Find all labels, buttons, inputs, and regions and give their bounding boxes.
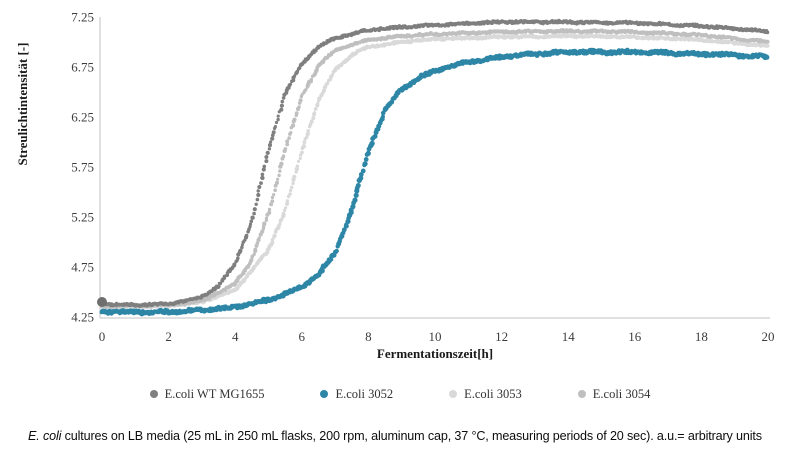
legend-label: E.coli 3054: [592, 386, 651, 401]
legend-item-e-coli-wt-mg1655: E.coli WT MG1655: [149, 386, 265, 402]
x-tick-label: 18: [695, 329, 708, 344]
legend-marker-icon: [449, 390, 458, 398]
legend-item-e-coli-3054: E.coli 3054: [577, 386, 651, 402]
x-tick-label: 14: [562, 329, 576, 344]
x-tick-label: 0: [99, 329, 106, 344]
legend-item-e-coli-3052: E.coli 3052: [320, 387, 393, 402]
chart-canvas: 4.25 4.75 5.25 5.75 6.25 6.75 7.25 0 2 4 6 8 10 12 14 1…: [15, 10, 775, 362]
figure-caption: E. coli cultures on LB media (25 mL in 2…: [28, 429, 794, 443]
x-tick-label: 8: [365, 329, 372, 344]
x-tick-label: 10: [429, 329, 442, 344]
series-e-coli-3052: [99, 47, 770, 317]
chart-legend: E.coli WT MG1655 E.coli 3052 E.coli 3053 E.…: [0, 383, 800, 405]
y-tick-label: 7.25: [71, 10, 94, 25]
caption-species-italic: E. coli: [28, 428, 62, 443]
y-tick-label: 5.25: [71, 210, 94, 225]
legend-marker-icon: [320, 390, 329, 398]
caption-text: cultures on LB media (25 mL in 250 mL fl…: [61, 428, 762, 443]
series-e-coli-3053: [100, 32, 770, 310]
x-tick-label: 20: [762, 329, 775, 344]
x-tick-label: 6: [299, 329, 306, 344]
plot-area: 4.25 4.75 5.25 5.75 6.25 6.75 7.25 0 2 4 6 8 10 12 14 1…: [71, 10, 774, 345]
tick-labels: 4.25 4.75 5.25 5.75 6.25 6.75 7.25 0 2 4 6 8 10 12 14 1…: [71, 10, 774, 345]
x-axis-title: Fermentationszeit[h]: [377, 346, 493, 361]
legend-label: E.coli 3052: [335, 386, 394, 401]
y-tick-label: 5.75: [71, 160, 94, 175]
y-tick-label: 6.75: [71, 60, 94, 75]
x-tick-label: 16: [628, 329, 642, 344]
x-tick-label: 4: [232, 329, 239, 344]
x-tick-label: 12: [495, 329, 508, 344]
legend-label: E.coli WT MG1655: [164, 386, 265, 401]
x-tick-label: 2: [165, 329, 172, 344]
axes: [99, 17, 770, 319]
legend-label: E.coli 3053: [464, 386, 522, 401]
legend-marker-icon: [149, 390, 158, 398]
series-start-marker: [97, 297, 107, 307]
legend-item-e-coli-3053: E.coli 3053: [449, 387, 522, 402]
series-e-coli-wt-mg1655: [97, 18, 770, 308]
y-tick-label: 4.25: [71, 310, 94, 325]
y-tick-label: 4.75: [71, 260, 94, 275]
y-axis-title: Streulichtintensität [-]: [15, 43, 30, 166]
y-tick-label: 6.25: [71, 110, 94, 125]
legend-marker-icon: [577, 390, 586, 398]
